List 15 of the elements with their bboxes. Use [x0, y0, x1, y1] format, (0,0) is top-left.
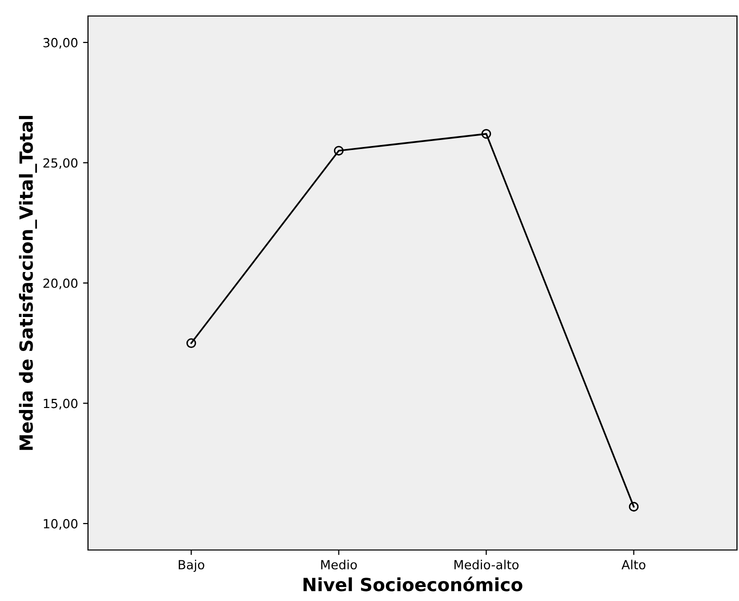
y-tick-label: 20,00	[43, 278, 78, 290]
x-tick-label: Alto	[622, 560, 646, 570]
point	[481, 129, 492, 139]
y-tick-label: 15,00	[44, 398, 78, 410]
x-tick-label: Bajo	[178, 560, 204, 572]
x-axis-title: Nivel Socioeconómico	[304, 576, 522, 592]
y-axis-title: Media de Satisfaccion_Vital_Total	[18, 116, 37, 450]
y-tick-label: 10,00	[44, 519, 78, 530]
point	[186, 338, 196, 348]
x-tick-label: Medio-alto	[454, 560, 519, 570]
y-tick-label: 30,00	[43, 38, 78, 49]
point	[628, 502, 639, 512]
point	[334, 146, 344, 156]
x-tick-label: Medio	[321, 560, 357, 570]
y-tick-label: 25,00	[43, 158, 78, 169]
